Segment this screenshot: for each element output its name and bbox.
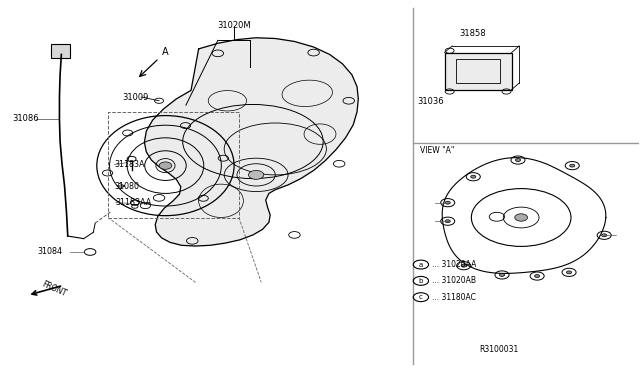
Text: 31084: 31084	[38, 247, 63, 256]
Bar	[51, 44, 70, 58]
Bar	[445, 52, 511, 90]
Text: FRONT: FRONT	[40, 280, 68, 298]
Circle shape	[566, 271, 572, 274]
Circle shape	[445, 220, 451, 223]
Text: 31086: 31086	[12, 114, 39, 123]
Text: b: b	[419, 278, 423, 284]
Text: 31020M: 31020M	[217, 21, 251, 30]
Text: ... 31020AA: ... 31020AA	[433, 260, 477, 269]
Text: ... 31020AB: ... 31020AB	[433, 276, 476, 285]
Text: a: a	[419, 262, 423, 267]
Text: 31009: 31009	[122, 93, 148, 102]
Circle shape	[461, 264, 467, 267]
Text: 31036: 31036	[417, 97, 444, 106]
Circle shape	[602, 234, 607, 237]
Polygon shape	[145, 38, 358, 246]
Circle shape	[515, 158, 520, 161]
Circle shape	[159, 162, 172, 169]
Text: R3100031: R3100031	[479, 345, 518, 354]
Circle shape	[499, 273, 504, 276]
Text: 31858: 31858	[460, 29, 486, 38]
Circle shape	[470, 175, 476, 178]
Text: 31183AA: 31183AA	[116, 198, 152, 207]
Text: 31183A: 31183A	[115, 160, 145, 169]
Circle shape	[570, 164, 575, 167]
Circle shape	[515, 214, 527, 221]
Bar	[456, 59, 500, 83]
Circle shape	[534, 275, 540, 278]
Circle shape	[445, 201, 451, 204]
Text: c: c	[419, 294, 423, 300]
Text: ... 31180AC: ... 31180AC	[433, 293, 476, 302]
Text: 31080: 31080	[115, 182, 140, 190]
Circle shape	[248, 170, 264, 179]
Text: A: A	[162, 47, 168, 57]
Text: VIEW "A": VIEW "A"	[420, 145, 454, 154]
